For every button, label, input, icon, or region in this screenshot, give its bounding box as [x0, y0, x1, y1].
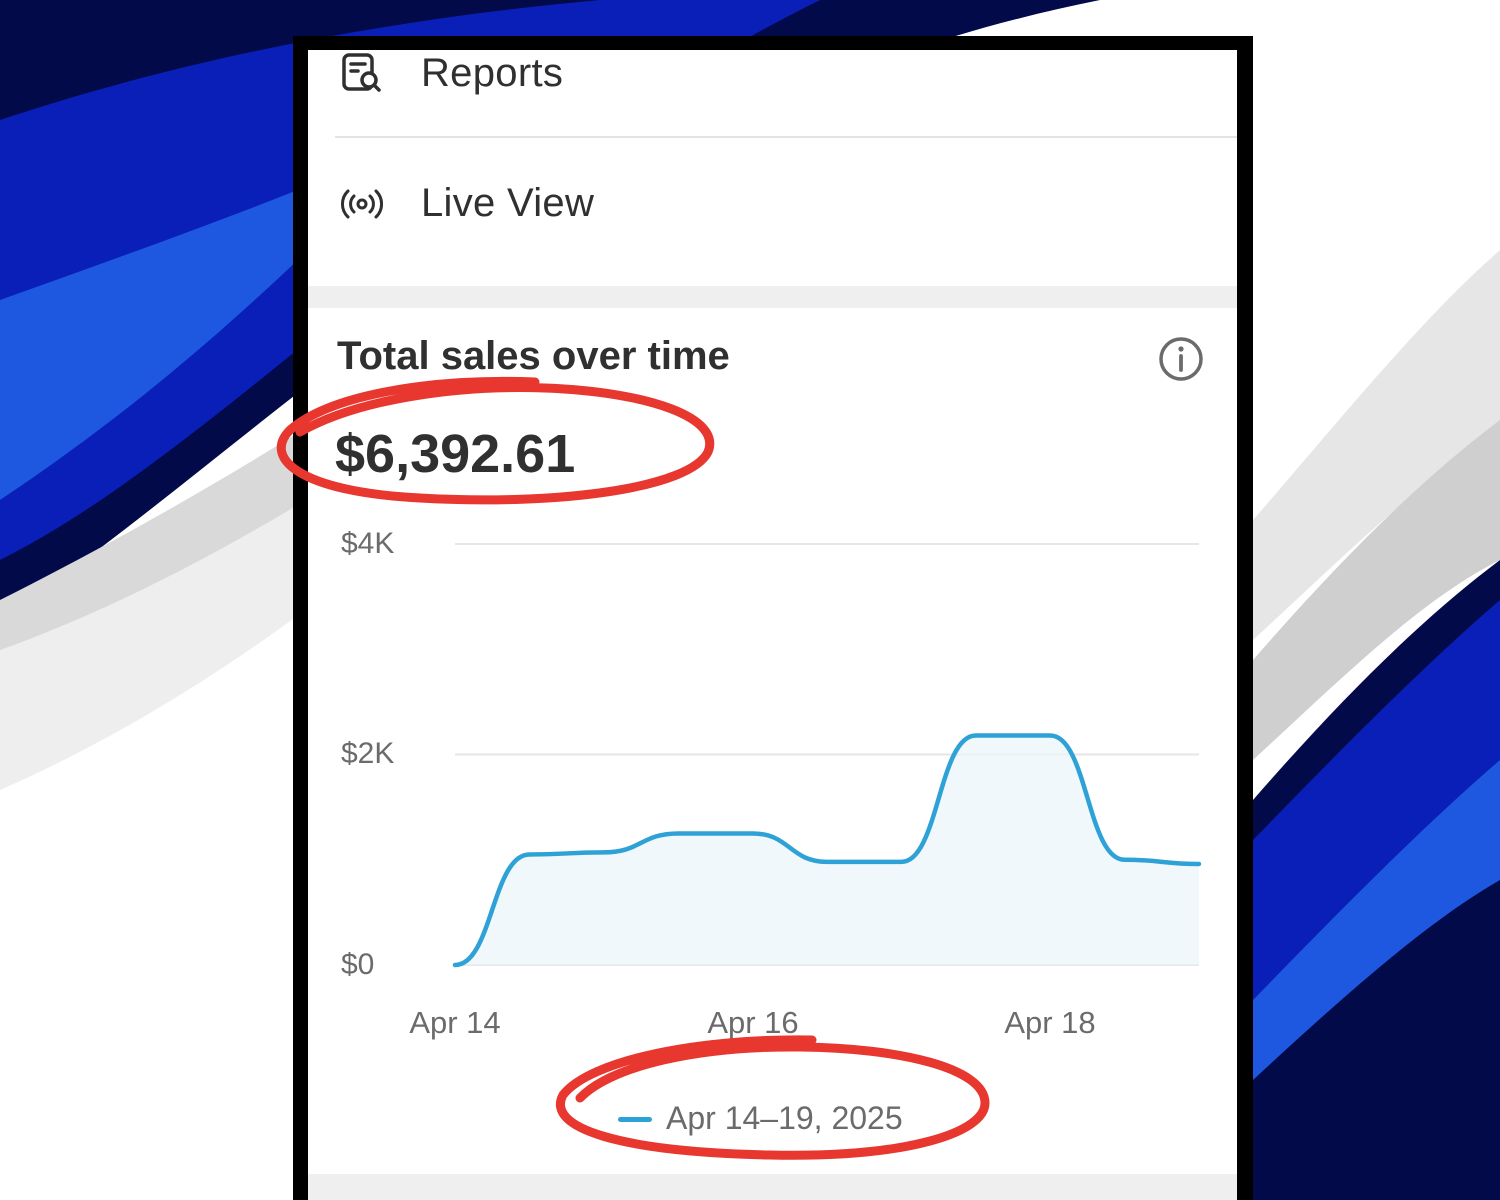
info-icon[interactable]: [1157, 335, 1205, 383]
series-area-fill: [455, 735, 1199, 965]
sales-line-chart: [452, 543, 1202, 968]
legend-swatch: [618, 1117, 652, 1122]
x-tick-label: Apr 14: [409, 1005, 501, 1040]
nav-item-live-view[interactable]: Live View: [308, 150, 1237, 270]
x-tick-label: Apr 16: [707, 1005, 799, 1040]
y-tick-label: $4K: [341, 527, 395, 560]
nav-item-reports[interactable]: Reports: [308, 50, 1237, 140]
app-screen: Reports Live View Total sales over time …: [308, 50, 1237, 1200]
legend-label: Apr 14–19, 2025: [666, 1100, 903, 1136]
report-search-icon: [342, 53, 381, 92]
section-separator: [308, 1174, 1237, 1200]
y-tick-label: $2K: [341, 737, 395, 770]
series-line: [452, 733, 1202, 968]
nav-label-live-view: Live View: [421, 181, 595, 225]
card-title: Total sales over time: [337, 334, 730, 378]
section-separator: [308, 286, 1237, 308]
nav-label-reports: Reports: [421, 51, 564, 95]
live-broadcast-icon: [341, 189, 383, 219]
y-tick-label: $0: [341, 948, 375, 981]
x-tick-label: Apr 18: [1004, 1005, 1096, 1040]
divider: [335, 136, 1237, 138]
